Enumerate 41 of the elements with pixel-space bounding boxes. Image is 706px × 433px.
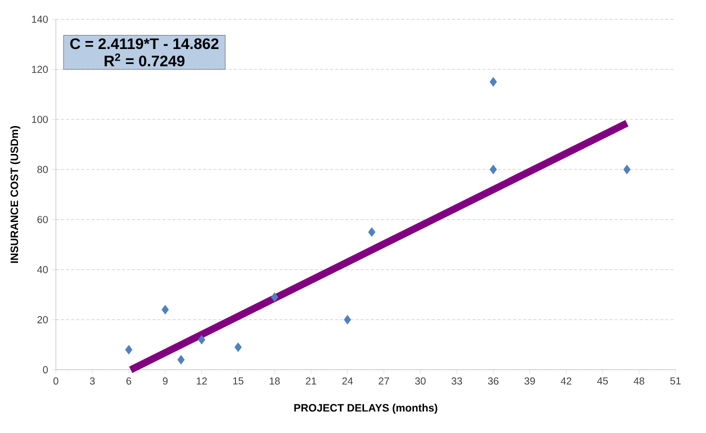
x-tick-label: 45	[597, 378, 608, 385]
y-tick-label: 0	[42, 366, 48, 374]
x-tick-label: 12	[196, 378, 207, 385]
point	[198, 335, 206, 345]
x-tick-label: 27	[378, 378, 390, 385]
y-tick-label: 60	[37, 216, 48, 224]
point	[623, 164, 631, 174]
point	[490, 77, 497, 87]
annotation: R$^{2}$ = 0.7249	[104, 54, 184, 66]
x-tick-label: 48	[634, 378, 644, 385]
y-tick-label: 40	[37, 266, 48, 274]
x-tick-label: 39	[524, 378, 535, 385]
point	[270, 292, 278, 302]
point	[344, 315, 352, 325]
point	[368, 227, 376, 237]
y-tick-label: 140	[32, 16, 48, 24]
point	[234, 342, 242, 352]
y-axis-title: INSURANCE COST (USDm)	[10, 126, 20, 263]
x-tick-label: 0	[53, 378, 58, 385]
point	[125, 345, 132, 355]
y-tick-label: 80	[37, 166, 48, 174]
x-tick-label: 15	[233, 378, 244, 385]
x-tick-label: 30	[415, 378, 426, 385]
x-tick-label: 51	[670, 378, 681, 385]
y-tick-label: 120	[32, 66, 48, 74]
x-tick-label: 6	[126, 378, 132, 385]
y-tick-label: 100	[32, 116, 48, 124]
x-tick-label: 9	[162, 378, 168, 385]
point	[490, 164, 497, 174]
x-axis-title: PROJECT DELAYS (months)	[294, 404, 438, 414]
y-tick-label: 20	[37, 316, 48, 324]
x-tick-label: 42	[560, 378, 572, 385]
x-tick-label: 21	[306, 378, 316, 385]
x-tick-label: 36	[488, 378, 498, 385]
x-tick-label: 3	[90, 378, 95, 385]
x-tick-label: 24	[342, 378, 353, 385]
annotation: C = 2.4119*T - 14.862	[70, 38, 218, 50]
point	[177, 355, 185, 365]
x-tick-label: 33	[452, 378, 462, 385]
x-tick-label: 18	[270, 378, 280, 385]
point	[162, 305, 169, 315]
